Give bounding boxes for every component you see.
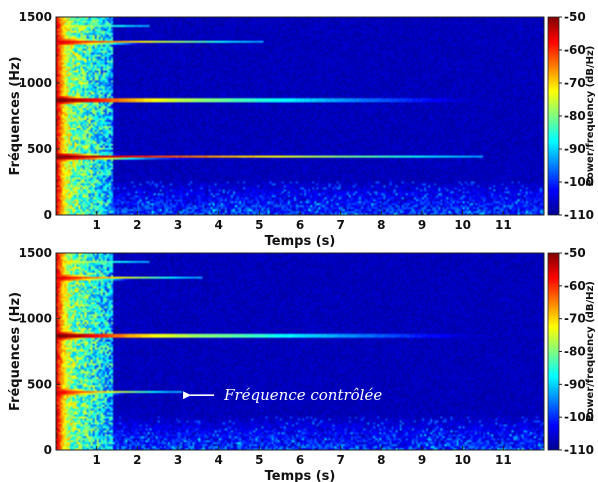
annotation-label: Fréquence contrôlée — [223, 386, 382, 404]
x-axis-label: Temps (s) — [265, 469, 336, 482]
y-tick-label: 0 — [44, 208, 52, 222]
colorbar-tick-label: -80 — [564, 109, 586, 123]
y-tick-label: 0 — [44, 443, 52, 457]
x-tick-label: 9 — [418, 453, 426, 467]
x-tick-label: 2 — [133, 218, 141, 232]
colorbar-tick-label: -90 — [564, 377, 586, 391]
x-tick-label: 9 — [418, 218, 426, 232]
y-tick-label: 1000 — [19, 76, 52, 90]
x-tick-label: 4 — [214, 453, 222, 467]
x-tick-label: 3 — [174, 453, 182, 467]
x-tick-label: 5 — [255, 453, 263, 467]
x-tick-label: 7 — [336, 453, 344, 467]
spectrogram-heatmap — [56, 17, 544, 215]
colorbar-tick-label: -80 — [564, 345, 586, 359]
spectrogram-panel-2: 1 2 3 4 5 6 7 8 9 10 11 0 500 1000 1500 Temps (s) Fréque… — [8, 246, 596, 482]
x-tick-label: 6 — [296, 453, 304, 467]
x-tick-label: 1 — [92, 218, 100, 232]
colorbar-tick-label: -50 — [564, 10, 586, 24]
y-tick-label: 1500 — [19, 246, 52, 260]
colorbar-tick-label: -90 — [564, 142, 586, 156]
x-tick-label: 8 — [377, 218, 385, 232]
y-tick-label: 1500 — [19, 10, 52, 24]
x-tick-label: 7 — [336, 218, 344, 232]
x-tick-label: 5 — [255, 218, 263, 232]
x-tick-label: 2 — [133, 453, 141, 467]
colorbar-label: Power/frequency (dB/Hz) — [585, 281, 596, 422]
colorbar — [547, 16, 560, 216]
y-tick-label: 500 — [27, 142, 52, 156]
y-axis-label: Fréquences (Hz) — [8, 56, 23, 175]
y-axis-label: Fréquences (Hz) — [8, 292, 23, 411]
y-tick-label: 500 — [27, 377, 52, 391]
x-tick-label: 1 — [92, 453, 100, 467]
x-tick-label: 8 — [377, 453, 385, 467]
y-tick-label: 1000 — [19, 312, 52, 326]
x-tick-label: 6 — [296, 218, 304, 232]
spectrogram-heatmap — [56, 253, 544, 450]
x-tick-label: 3 — [174, 218, 182, 232]
colorbar-tick-label: -100 — [564, 410, 594, 424]
x-tick-label: 11 — [495, 218, 512, 232]
colorbar-tick-label: -100 — [564, 175, 594, 189]
colorbar-tick-label: -50 — [564, 246, 586, 260]
x-tick-label: 10 — [454, 218, 471, 232]
colorbar-tick-label: -110 — [564, 443, 594, 457]
colorbar-tick-label: -70 — [564, 76, 586, 90]
colorbar-tick-label: -110 — [564, 208, 594, 222]
x-tick-label: 11 — [495, 453, 512, 467]
colorbar — [547, 252, 560, 451]
x-tick-label: 4 — [214, 218, 222, 232]
x-axis-label: Temps (s) — [265, 234, 336, 249]
colorbar-tick-label: -70 — [564, 312, 586, 326]
colorbar-tick-label: -60 — [564, 279, 586, 293]
colorbar-tick-label: -60 — [564, 43, 586, 57]
x-tick-label: 10 — [454, 453, 471, 467]
colorbar-label: Power/frequency (dB/Hz) — [585, 46, 596, 187]
spectrogram-panel-1: 1 2 3 4 5 6 7 8 9 10 11 0 500 1000 1500 Temps (s) Fréque… — [8, 10, 596, 249]
